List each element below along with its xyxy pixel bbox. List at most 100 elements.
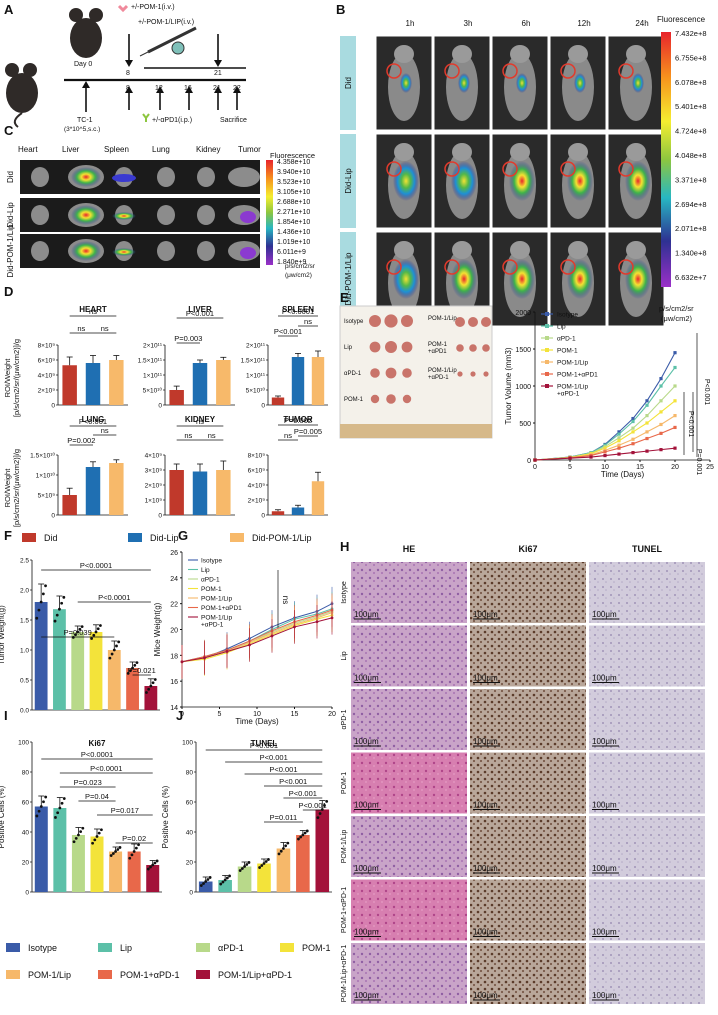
y-tick-label: 1.5×10¹¹ (241, 358, 266, 365)
b-tumor-circle (502, 259, 518, 275)
series-point (645, 421, 649, 425)
y-tick-label: 0 (261, 513, 265, 520)
data-point (219, 882, 223, 886)
bar-pom-1 (89, 632, 103, 710)
legend-swatch-pom-1-lip-pd-1 (196, 970, 210, 979)
y-tick-label: 0 (158, 513, 162, 520)
data-point (149, 684, 153, 688)
bar-pom-1-pd-1 (127, 851, 141, 892)
data-point (53, 619, 57, 623)
y-tick-label: 1×10¹¹ (143, 373, 163, 380)
y-tick-label: 0 (25, 890, 29, 897)
treatment-legend: Isotype Lip αPD-1 POM-1 POM-1/Lip POM-1+αPD-1… (6, 943, 331, 980)
y-tick-label: 0.5 (20, 678, 29, 685)
timeline-bottom-day-22: 22 (233, 85, 241, 92)
c-spleen-signal (112, 248, 136, 256)
data-point (39, 805, 43, 808)
legend-label-pom-1-lip-pd-1: POM-1/Lip+αPD-1 (218, 970, 292, 980)
legend-swatch-pom-1-lip (6, 970, 20, 979)
timeline-bottom-day-16: 16 (184, 85, 192, 92)
c-liver-signal (71, 241, 101, 261)
y-tick-label: 0 (51, 403, 55, 410)
series-point (659, 384, 663, 388)
significance-label: P<0.001 (289, 789, 317, 798)
bar-did-pom-1-lip (311, 357, 325, 405)
significance-label: P=0.005 (294, 427, 322, 436)
legend-label-pd-1: αPD-1 (218, 943, 244, 953)
scale-bar-label: 100μm (592, 674, 617, 683)
h-column-he: HE (403, 544, 416, 554)
scale-bar-label: 100μm (592, 610, 617, 619)
h-image-pd-1-tunel (589, 689, 705, 750)
legend-label-pom-1-pd1: POM-1+αPD1 (201, 605, 242, 612)
data-point (114, 850, 117, 853)
legend-marker (545, 312, 549, 316)
c-colorbar (266, 160, 273, 265)
series-point (603, 450, 607, 454)
legend-swatch-pom-1-pd-1 (98, 970, 112, 979)
series-point (645, 436, 649, 441)
h-image-lip-he (351, 625, 467, 687)
timeline-tc1-sub: (3*10^5,s.c.) (64, 126, 100, 133)
significance-label: P=0.039 (64, 628, 92, 637)
h-image-lip-tunel (589, 625, 705, 687)
b-signal-blob (400, 73, 412, 93)
y-tick-label: 1×10⁹ (145, 498, 163, 505)
bar-did (169, 470, 184, 515)
c-spleen-signal (112, 212, 136, 220)
series-point (631, 419, 635, 424)
b-tumor-circle (386, 259, 402, 275)
y-tick-label: 5×10⁹ (38, 493, 56, 500)
series-line-pom-1-lip-pd-1 (181, 617, 333, 663)
y-tick-label: 0 (158, 403, 162, 410)
x-tick-label: 10 (253, 711, 261, 718)
panel-label-i: I (4, 708, 8, 723)
legend-label-pom-1-lip: POM-1/Lip (201, 615, 232, 622)
significance-label: ns (196, 417, 204, 426)
data-point (301, 833, 305, 837)
data-point (62, 595, 66, 599)
x-tick-label: 0 (533, 464, 537, 471)
legend-label-lip: Lip (201, 567, 210, 574)
data-point (44, 584, 47, 588)
scale-bar-label: 100μm (354, 674, 379, 683)
c-organ-liver: Liver (62, 145, 80, 154)
data-point (111, 852, 115, 855)
data-point (223, 878, 227, 882)
b-tumor-circle (560, 161, 576, 177)
y-tick-label: 4×10⁹ (145, 453, 163, 460)
tumor-sample (369, 315, 381, 327)
c-liver-signal (71, 167, 101, 187)
timeline-arrow-bottom-22 (233, 86, 241, 110)
y-tick-label: 4×10⁹ (248, 483, 266, 490)
tumor-sample (401, 315, 413, 327)
data-point (238, 869, 242, 872)
significance-label: ns (89, 307, 97, 316)
tumor-sample (468, 317, 478, 327)
h-image-isotype-ki67 (470, 562, 586, 623)
y-tick-label: 2.0 (20, 588, 29, 595)
panel-b: B 1h 3h 6h 12h 24h Did Did-Lip Did-POM-1/Lip F… (336, 2, 707, 327)
y-tick-label: 1000 (515, 384, 531, 391)
significance-label: P<0.001 (269, 765, 297, 774)
bar-did-lip (85, 363, 101, 405)
h-image-isotype-he (351, 562, 467, 623)
c-tumor-signal (240, 211, 256, 223)
timeline-arrow-bottom-8 (125, 86, 133, 110)
scale-bar-label: 100μm (473, 610, 498, 619)
bar-did-lip (291, 357, 305, 405)
legend-label-pom-1-lip: POM-1/Lip (557, 384, 588, 391)
y-tick-label: 80 (22, 770, 30, 777)
significance-label: ns (184, 431, 192, 440)
panel-h: H HE Ki67 TUNEL Isotype 100μm 100μm 100μm Lip 10… (340, 539, 705, 1004)
b-mouse-head (626, 241, 646, 259)
series-point (645, 403, 649, 407)
timeline-top-label-2: +/-POM-1/LIP(i.v.) (138, 19, 194, 26)
series-point (617, 430, 621, 434)
scale-bar-label: 100μm (354, 991, 379, 1000)
significance-label: P=0.002 (67, 436, 95, 445)
significance-label: P<0.0001 (90, 764, 122, 773)
